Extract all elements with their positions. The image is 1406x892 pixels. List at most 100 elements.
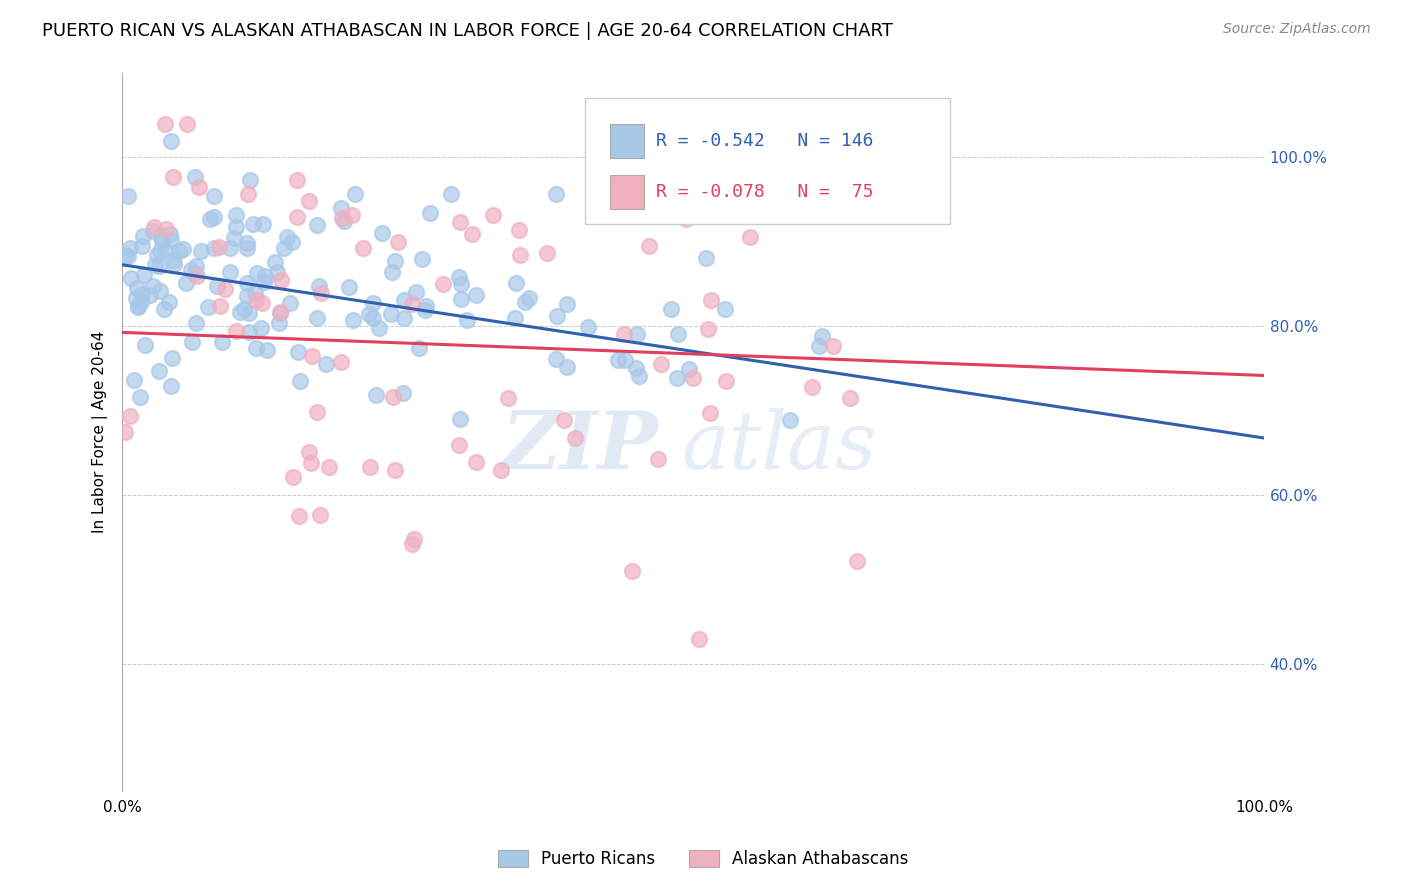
Point xyxy=(145,258,167,272)
Point xyxy=(287,344,309,359)
Point xyxy=(120,241,142,255)
Point xyxy=(779,413,801,427)
FancyBboxPatch shape xyxy=(610,124,644,158)
Point xyxy=(219,240,242,254)
Point xyxy=(613,353,636,368)
Point xyxy=(308,279,330,293)
Point xyxy=(208,240,231,254)
Point xyxy=(202,241,225,255)
Point xyxy=(307,405,329,419)
Point xyxy=(202,211,225,225)
Point xyxy=(460,227,482,242)
Point xyxy=(184,316,207,330)
Point xyxy=(186,268,208,283)
Point xyxy=(252,217,274,231)
Point xyxy=(432,277,454,292)
Point xyxy=(576,320,599,334)
Text: ZIP: ZIP xyxy=(502,408,659,485)
Point xyxy=(159,227,181,241)
Point xyxy=(142,278,165,293)
Point xyxy=(505,276,527,290)
Point xyxy=(491,463,513,477)
Point xyxy=(176,276,198,290)
Point xyxy=(127,299,149,313)
Point xyxy=(513,295,536,310)
Point xyxy=(157,295,180,310)
Point xyxy=(285,173,308,187)
Point xyxy=(222,230,245,244)
Point xyxy=(700,293,723,308)
Point xyxy=(637,238,659,252)
Point xyxy=(253,269,276,284)
Point xyxy=(419,206,441,220)
Point xyxy=(209,299,232,313)
Point xyxy=(517,291,540,305)
Point xyxy=(266,265,288,279)
Point xyxy=(245,293,267,307)
Point xyxy=(148,364,170,378)
Point xyxy=(772,117,794,131)
Point xyxy=(613,326,636,341)
Point xyxy=(211,335,233,350)
Point xyxy=(278,295,301,310)
Point xyxy=(371,227,394,241)
Point xyxy=(666,327,689,342)
Point xyxy=(225,220,247,235)
Point xyxy=(297,445,319,459)
Point xyxy=(621,564,644,578)
Point xyxy=(149,244,172,259)
Point xyxy=(401,536,423,550)
Point xyxy=(627,369,650,384)
Point xyxy=(225,324,247,338)
Point xyxy=(801,379,824,393)
Point xyxy=(276,230,298,244)
Point xyxy=(263,254,285,268)
Point xyxy=(118,409,141,424)
Point xyxy=(361,295,384,310)
Point xyxy=(267,316,290,330)
Point xyxy=(214,282,236,296)
Point xyxy=(253,275,276,289)
Point xyxy=(180,335,202,350)
Point xyxy=(359,460,381,475)
Point xyxy=(184,259,207,273)
Point xyxy=(546,351,568,366)
Point xyxy=(197,300,219,314)
Point xyxy=(160,378,183,392)
Point xyxy=(536,245,558,260)
Point xyxy=(131,239,153,253)
Point xyxy=(281,235,304,249)
Point xyxy=(187,180,209,194)
Point xyxy=(392,293,415,308)
Point xyxy=(447,270,470,285)
Point xyxy=(127,300,149,314)
Point xyxy=(318,460,340,475)
Point xyxy=(546,309,568,323)
Text: PUERTO RICAN VS ALASKAN ATHABASCAN IN LABOR FORCE | AGE 20-64 CORRELATION CHART: PUERTO RICAN VS ALASKAN ATHABASCAN IN LA… xyxy=(42,22,893,40)
Legend: Puerto Ricans, Alaskan Athabascans: Puerto Ricans, Alaskan Athabascans xyxy=(491,843,915,875)
Point xyxy=(330,211,353,226)
Point xyxy=(456,313,478,327)
Point xyxy=(142,224,165,238)
Point xyxy=(650,358,672,372)
Point xyxy=(236,241,259,255)
Point xyxy=(647,452,669,467)
Point xyxy=(337,280,360,294)
Point xyxy=(238,305,260,319)
Point xyxy=(696,322,718,336)
Point xyxy=(555,360,578,375)
Point xyxy=(699,406,721,420)
Point xyxy=(626,326,648,341)
Point xyxy=(229,305,252,319)
Point xyxy=(162,169,184,184)
Point xyxy=(249,321,271,335)
Point xyxy=(129,295,152,310)
Point xyxy=(153,301,176,316)
Point xyxy=(117,249,139,263)
Point xyxy=(184,266,207,280)
Point xyxy=(465,288,488,302)
Point xyxy=(131,287,153,301)
Point xyxy=(440,186,463,201)
Point xyxy=(343,186,366,201)
Point xyxy=(564,431,586,445)
